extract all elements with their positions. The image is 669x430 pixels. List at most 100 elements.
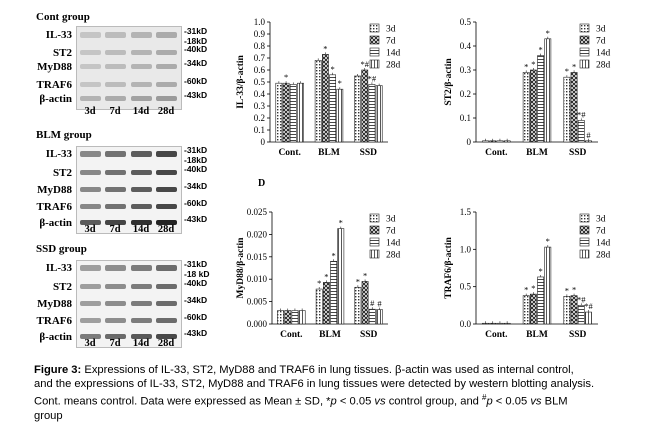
- legend-swatch: [369, 59, 380, 69]
- blot-kd-marker: -18 kD: [184, 269, 210, 279]
- bar: [298, 310, 306, 325]
- significance-label: *: [565, 66, 569, 76]
- blot-band: [105, 220, 126, 225]
- blot-kd-marker: -40kD: [184, 44, 208, 54]
- bar: [368, 84, 376, 143]
- legend-swatch: [369, 23, 380, 33]
- y-tick-label: 0.4: [254, 89, 266, 99]
- caption-line2: and the expressions of IL-33, ST2, MyD88…: [34, 378, 595, 390]
- category-label: Cont.: [485, 148, 507, 158]
- blot-lane-label: 14d: [132, 338, 150, 349]
- category-label: BLM: [526, 148, 548, 158]
- bar: [282, 82, 290, 143]
- significance-label: *: [330, 64, 334, 74]
- bar: [376, 309, 383, 325]
- blot-band: [105, 151, 126, 157]
- blot-band: [105, 50, 126, 55]
- blot-row-label: ST2: [53, 47, 72, 59]
- bar: [544, 38, 552, 143]
- blot-band: [156, 204, 177, 209]
- blot-band: [80, 220, 101, 225]
- blot-band: [131, 187, 152, 192]
- caption-line3e: BLM: [541, 395, 568, 408]
- blot-band: [156, 170, 177, 175]
- blot-band: [131, 204, 152, 209]
- blot-kd-marker: -40kD: [184, 164, 208, 174]
- blot-band: [80, 82, 101, 87]
- caption-hash: #: [482, 393, 487, 402]
- blot-band: [131, 318, 152, 323]
- significance-label: *: [323, 43, 327, 53]
- bar: [503, 322, 511, 325]
- category-label: Cont.: [278, 148, 300, 158]
- legend-label: 7d: [386, 227, 396, 237]
- blot-kd-marker: -31kD: [184, 145, 208, 155]
- bar: [289, 84, 297, 143]
- blot-band: [156, 187, 177, 192]
- caption-line3c: control group, and: [385, 395, 482, 408]
- bar: [530, 293, 537, 325]
- blot-row-label: ST2: [53, 167, 72, 179]
- y-tick-label: 0.000: [247, 319, 268, 329]
- bar: [563, 76, 571, 143]
- blot-band: [131, 50, 152, 55]
- y-tick-label: 0.7: [254, 53, 266, 63]
- caption-p2: p: [486, 395, 493, 408]
- blot-row-label: MyD88: [37, 184, 72, 196]
- blot-band: [131, 151, 152, 157]
- blot-kd-marker: -43kD: [184, 90, 208, 100]
- significance-label: *: [531, 59, 535, 69]
- bar: [297, 82, 304, 143]
- caption-figure-label: Figure 3:: [34, 364, 82, 376]
- significance-label: *: [324, 271, 328, 281]
- bar: [563, 296, 571, 325]
- significance-label: *: [363, 270, 367, 280]
- blot-kd-marker: -34kD: [184, 58, 208, 68]
- blot-lane-label: 3d: [84, 338, 96, 349]
- cont-group-blot: Cont group IL-33 -31kD -18kD ST2 -40kD MyD88 -…: [0, 0, 230, 120]
- y-tick-label: 0: [261, 137, 266, 147]
- legend-label: 28d: [596, 61, 611, 71]
- caption-line3a: Cont. means control. Data were expressed…: [34, 395, 331, 408]
- blot-row-label: MyD88: [37, 61, 72, 73]
- y-tick-label: 0.1: [254, 125, 265, 135]
- bar: [503, 140, 511, 143]
- blot-band: [156, 64, 177, 69]
- legend-swatch: [579, 213, 590, 223]
- y-tick-label: 0.6: [254, 65, 266, 75]
- blot-kd-marker: -18kD: [184, 36, 208, 46]
- blot-row-label: TRAF6: [36, 79, 72, 91]
- legend-label: 7d: [596, 37, 606, 47]
- blot-kd-marker: -60kD: [184, 198, 208, 208]
- blot-band: [156, 82, 177, 87]
- category-label: SSD: [569, 148, 587, 158]
- y-tick-label: 1.0: [254, 17, 266, 27]
- legend-label: 14d: [596, 49, 611, 59]
- blot-lane-label: 7d: [109, 338, 121, 349]
- y-tick-label: 0.2: [254, 113, 265, 123]
- bar: [275, 82, 283, 143]
- significance-label: *: [538, 45, 542, 55]
- significance-label: *: [338, 78, 342, 88]
- legend-swatch: [579, 59, 590, 69]
- blot-band: [80, 334, 101, 339]
- blot-row-label: β-actin: [39, 93, 72, 105]
- blot-band: [80, 50, 101, 55]
- blot-lane-label: 3d: [84, 224, 96, 235]
- bar: [577, 120, 585, 143]
- blot-lane-label: 14d: [132, 106, 150, 117]
- blot-band: [156, 50, 177, 55]
- bar: [496, 322, 504, 325]
- panel-label-d: D: [258, 178, 266, 189]
- blot-band: [131, 334, 152, 339]
- blot-row-label: TRAF6: [36, 201, 72, 213]
- blot-band: [80, 284, 101, 289]
- caption-vs1: vs: [374, 395, 386, 408]
- blot-kd-marker: -40kD: [184, 278, 208, 288]
- blot-band: [131, 265, 152, 271]
- blot-lane-label: 28d: [157, 338, 175, 349]
- blot-band: [80, 204, 101, 209]
- legend-swatch: [369, 249, 380, 259]
- significance-label: *#: [577, 294, 586, 304]
- significance-label: *: [565, 285, 569, 295]
